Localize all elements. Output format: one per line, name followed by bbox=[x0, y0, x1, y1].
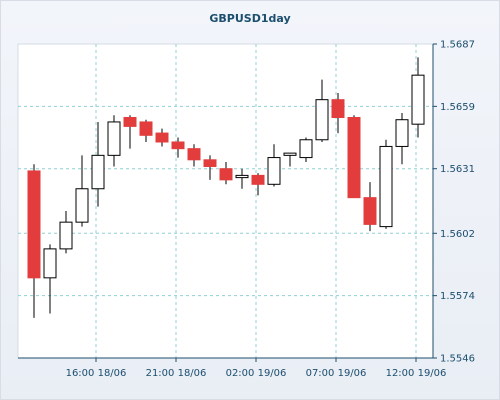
candle-body-bullish bbox=[91, 154, 105, 190]
candle-body-bearish bbox=[219, 168, 233, 181]
candle-body-bearish bbox=[331, 99, 345, 118]
candle-body-bearish bbox=[347, 116, 361, 199]
candle bbox=[27, 164, 41, 318]
candle-body-bearish bbox=[27, 170, 41, 279]
x-tick-label: 16:00 18/06 bbox=[66, 368, 127, 379]
candle bbox=[107, 115, 121, 167]
candle-body-bullish bbox=[283, 152, 297, 156]
candle-body-bearish bbox=[251, 174, 265, 185]
candle-body-bearish bbox=[171, 141, 185, 150]
x-tick-label: 21:00 18/06 bbox=[146, 368, 207, 379]
candle bbox=[59, 211, 73, 254]
candle bbox=[283, 152, 297, 167]
x-tick-label: 02:00 19/06 bbox=[226, 368, 287, 379]
candle bbox=[315, 79, 329, 142]
candle bbox=[395, 113, 409, 165]
candle bbox=[235, 168, 249, 189]
candle-body-bullish bbox=[299, 139, 313, 159]
y-tick-label: 1.5631 bbox=[440, 164, 475, 175]
candle-body-bullish bbox=[395, 119, 409, 147]
candle-body-bullish bbox=[411, 74, 425, 125]
candle bbox=[267, 144, 281, 187]
y-tick-label: 1.5602 bbox=[440, 229, 475, 240]
tick-labels: 1.5687 1.5659 1.5631 1.5602 1.5574 1.5546 16:0… bbox=[66, 40, 475, 380]
candle-body-bearish bbox=[139, 121, 153, 136]
candles bbox=[27, 57, 425, 318]
y-tick-label: 1.5574 bbox=[440, 291, 475, 302]
candle bbox=[155, 128, 169, 147]
chart-title: GBPUSD1day bbox=[209, 12, 291, 25]
candle-body-bullish bbox=[59, 221, 73, 250]
candle-body-bearish bbox=[363, 197, 377, 225]
candle-body-bullish bbox=[43, 248, 57, 279]
candle-body-bullish bbox=[235, 174, 249, 179]
y-tick-label: 1.5546 bbox=[440, 354, 475, 365]
candle-body-bullish bbox=[379, 145, 393, 228]
candle-body-bearish bbox=[187, 148, 201, 161]
candle-body-bearish bbox=[155, 132, 169, 143]
candle bbox=[331, 92, 345, 134]
candle-body-bearish bbox=[123, 116, 137, 127]
candle bbox=[363, 182, 377, 232]
x-tick-label: 07:00 19/06 bbox=[306, 368, 367, 379]
candle bbox=[347, 115, 361, 199]
candle bbox=[411, 57, 425, 138]
candle-body-bullish bbox=[315, 99, 329, 141]
candle bbox=[299, 137, 313, 163]
candle bbox=[123, 115, 137, 149]
candle bbox=[139, 119, 153, 142]
y-tick-label: 1.5659 bbox=[440, 102, 475, 113]
candle-body-bullish bbox=[107, 121, 121, 156]
candle-body-bullish bbox=[267, 157, 281, 185]
axes bbox=[18, 44, 434, 359]
candle-body-bearish bbox=[203, 159, 217, 167]
candle bbox=[171, 137, 185, 158]
candle-body-bullish bbox=[75, 188, 89, 223]
y-tick-label: 1.5687 bbox=[440, 40, 475, 51]
candle bbox=[203, 155, 217, 180]
candle bbox=[379, 139, 393, 229]
candle bbox=[43, 244, 57, 314]
candle bbox=[75, 155, 89, 227]
candle bbox=[251, 173, 265, 196]
x-tick-label: 12:00 19/06 bbox=[386, 368, 447, 379]
candle bbox=[187, 144, 201, 167]
grid-lines bbox=[18, 44, 433, 358]
candle bbox=[219, 162, 233, 185]
candle bbox=[91, 121, 105, 207]
